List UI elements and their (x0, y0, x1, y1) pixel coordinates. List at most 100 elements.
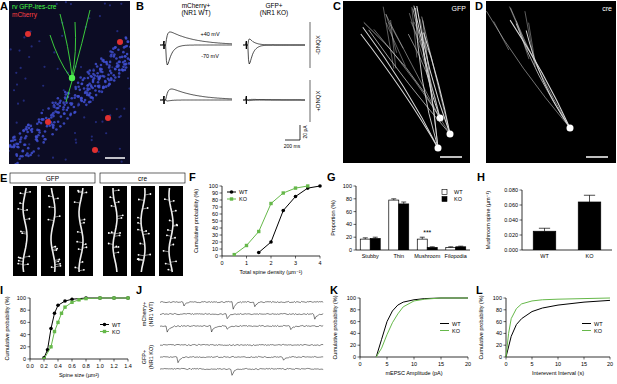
legend-swatch (442, 190, 447, 195)
y-tick-label: 20 (496, 342, 502, 348)
traces-b (160, 32, 305, 104)
legend-label: WT (112, 322, 121, 328)
nucleus (28, 127, 31, 130)
x-tick-label: 0 (504, 361, 507, 367)
nucleus (116, 65, 119, 68)
nucleus (16, 122, 18, 124)
spine (168, 270, 172, 271)
nucleus (65, 158, 67, 160)
y-tick (28, 346, 31, 347)
nucleus (80, 83, 83, 86)
series-line (376, 298, 468, 357)
y-tick (220, 235, 223, 236)
nucleus (20, 67, 22, 69)
spine (18, 209, 23, 210)
nucleus (27, 147, 30, 150)
nucleus (105, 85, 108, 88)
nucleus (105, 132, 107, 134)
condition-label: +DNQX (315, 91, 321, 112)
nucleus (105, 61, 108, 64)
nucleus (81, 100, 84, 103)
y-tick (354, 186, 357, 187)
dendrite (374, 29, 450, 134)
legend-label: KO (594, 328, 603, 334)
spine (144, 254, 150, 255)
y-tick-label: 0 (499, 354, 502, 360)
nucleus (53, 51, 55, 53)
x-tick (86, 359, 87, 362)
dendrite (420, 19, 428, 64)
legend-swatch (440, 330, 449, 331)
nucleus (27, 124, 30, 127)
bar (456, 247, 466, 250)
marker (53, 311, 57, 315)
nucleus (93, 74, 96, 77)
nucleus (37, 134, 40, 137)
nucleus (126, 40, 129, 43)
x-axis-label: Spine size (µm²) (59, 372, 99, 378)
spine-head (175, 260, 177, 262)
marker (257, 230, 260, 233)
spine (53, 250, 57, 251)
holding-label: +40 mV (200, 31, 219, 37)
y-tick-label: 70 (212, 204, 218, 210)
nucleus (63, 89, 65, 91)
nucleus (83, 77, 86, 80)
nucleus (101, 91, 104, 94)
nucleus (35, 135, 38, 138)
panel-letter: H (477, 171, 485, 183)
soma (567, 125, 574, 132)
spine-head (118, 189, 120, 191)
nucleus (45, 117, 48, 120)
nucleus (57, 121, 60, 124)
nucleus (128, 88, 130, 90)
spine (117, 215, 123, 216)
chart: I0204060801000.00.20.40.60.81.01.21.4Spi… (0, 284, 132, 378)
nucleus (12, 139, 15, 142)
spine (140, 243, 144, 244)
marker (63, 305, 66, 308)
x-tick (558, 357, 559, 360)
spine-head (137, 222, 139, 224)
nucleus (22, 150, 25, 153)
nucleus (114, 68, 117, 71)
chart: F010203040506070809010001234Total spine … (189, 171, 322, 275)
spine (20, 203, 23, 204)
nucleus (73, 96, 76, 99)
spine (79, 192, 83, 193)
y-tick-label: 100 (343, 183, 352, 189)
y-tick (504, 298, 507, 299)
x-tick-label: KO (586, 253, 595, 259)
spine-head (56, 248, 58, 250)
group-label: GFP (46, 175, 59, 182)
x-tick-label: Filopodia (445, 253, 468, 259)
spine-head (150, 193, 152, 195)
y-tick (504, 345, 507, 346)
bracket (310, 22, 311, 68)
spine (54, 259, 59, 260)
spine (138, 255, 144, 256)
y-tick (28, 359, 31, 360)
nucleus (55, 128, 58, 131)
image (343, 1, 470, 163)
dendrite (79, 188, 83, 272)
series-line (506, 300, 610, 357)
nucleus (38, 118, 41, 121)
spine (80, 220, 85, 221)
nucleus (9, 150, 10, 153)
panel-letter: L (476, 284, 483, 296)
nucleus (42, 135, 45, 138)
y-tick-label: 0.060 (504, 202, 518, 208)
spine-head (148, 233, 150, 235)
nucleus (91, 87, 94, 90)
nucleus (101, 121, 103, 123)
y-tick-label: 80 (350, 307, 356, 313)
nucleus (54, 101, 57, 104)
dendrite (416, 8, 438, 148)
spine-head (167, 229, 169, 231)
x-tick-label: Stubby (362, 253, 379, 259)
nucleus (64, 93, 67, 96)
soma (69, 75, 75, 81)
nucleus (114, 46, 117, 49)
x-tick (610, 357, 611, 360)
